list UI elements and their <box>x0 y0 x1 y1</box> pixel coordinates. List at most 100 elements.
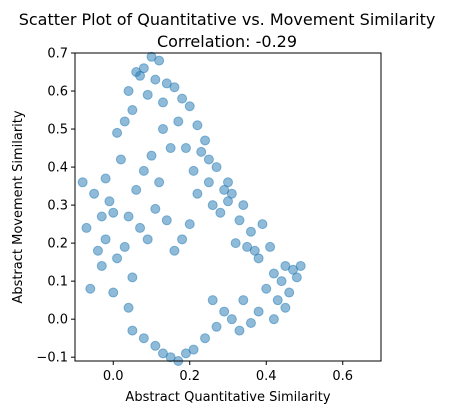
data-point <box>177 234 188 245</box>
data-point <box>245 226 256 237</box>
data-point <box>173 116 184 127</box>
data-point <box>268 268 279 279</box>
data-point <box>253 306 264 317</box>
data-point <box>77 177 88 188</box>
data-point <box>265 241 276 252</box>
data-point <box>238 295 249 306</box>
data-point <box>177 93 188 104</box>
data-point <box>192 188 203 199</box>
data-point <box>131 184 142 195</box>
data-point <box>100 173 111 184</box>
data-point <box>211 321 222 332</box>
y-axis-label: Abstract Movement Similarity <box>11 110 26 303</box>
data-point <box>215 207 226 218</box>
data-point <box>150 340 161 351</box>
data-point <box>123 211 134 222</box>
data-point <box>157 124 168 135</box>
data-point <box>284 287 295 298</box>
data-point <box>112 253 123 264</box>
data-point <box>157 97 168 108</box>
x-axis-label: Abstract Quantitative Similarity <box>125 390 330 405</box>
data-point <box>184 101 195 112</box>
data-point <box>135 222 146 233</box>
data-point <box>203 177 214 188</box>
data-point <box>138 333 149 344</box>
data-point <box>81 222 92 233</box>
data-point <box>253 253 264 264</box>
data-point <box>219 306 230 317</box>
data-point <box>150 74 161 85</box>
data-point <box>104 196 115 207</box>
data-point <box>245 317 256 328</box>
data-point <box>295 260 306 271</box>
data-point <box>154 55 165 66</box>
data-point <box>200 333 211 344</box>
data-point <box>196 146 207 157</box>
chart-title: Scatter Plot of Quantitative vs. Movemen… <box>19 10 436 29</box>
data-point <box>211 162 222 173</box>
data-point <box>188 344 199 355</box>
data-point <box>89 188 100 199</box>
data-point <box>146 150 157 161</box>
data-point <box>184 219 195 230</box>
data-point <box>138 165 149 176</box>
data-point <box>180 143 191 154</box>
data-point <box>207 295 218 306</box>
data-point <box>142 89 153 100</box>
data-point <box>169 245 180 256</box>
data-point <box>257 219 268 230</box>
data-point <box>154 177 165 188</box>
data-point <box>142 234 153 245</box>
data-point <box>96 211 107 222</box>
y-tick-label: −0.1 <box>36 351 68 366</box>
data-point <box>192 120 203 131</box>
data-point <box>207 200 218 211</box>
data-point <box>127 325 138 336</box>
y-tick-label: 0.7 <box>47 47 68 62</box>
data-point <box>123 86 134 97</box>
data-point <box>108 207 119 218</box>
points-layer <box>77 51 306 366</box>
data-point <box>261 283 272 294</box>
plot-frame <box>74 52 382 362</box>
data-point <box>226 188 237 199</box>
data-point <box>96 260 107 271</box>
data-point <box>238 200 249 211</box>
data-point <box>100 234 111 245</box>
y-tick-label: 0.5 <box>47 123 68 138</box>
x-tick-label: 0.4 <box>256 369 277 384</box>
data-point <box>188 165 199 176</box>
data-point <box>127 272 138 283</box>
data-point <box>92 245 103 256</box>
data-point <box>276 276 287 287</box>
data-point <box>150 203 161 214</box>
data-point <box>200 135 211 146</box>
y-tick-label: 0.6 <box>47 85 68 100</box>
y-axis-ticks: −0.1 0.0 0.1 0.2 0.3 0.4 0.5 0.6 0.7 <box>36 47 75 366</box>
x-tick-label: 0.6 <box>332 369 353 384</box>
y-tick-label: 0.4 <box>47 161 68 176</box>
x-axis-ticks: 0.0 0.2 0.4 0.6 <box>103 361 353 384</box>
x-tick-label: 0.0 <box>103 369 124 384</box>
data-point <box>119 241 130 252</box>
y-tick-label: 0.0 <box>47 313 68 328</box>
data-point <box>234 325 245 336</box>
data-point <box>119 116 130 127</box>
data-point <box>127 105 138 116</box>
chart-subtitle: Correlation: -0.29 <box>157 32 297 51</box>
data-point <box>226 314 237 325</box>
data-point <box>234 215 245 226</box>
y-tick-label: 0.2 <box>47 237 68 252</box>
x-tick-label: 0.2 <box>179 369 200 384</box>
data-point <box>230 238 241 249</box>
data-point <box>85 283 96 294</box>
data-point <box>272 295 283 306</box>
data-point <box>138 63 149 74</box>
data-point <box>291 272 302 283</box>
data-point <box>112 127 123 138</box>
y-tick-label: 0.1 <box>47 275 68 290</box>
data-point <box>268 314 279 325</box>
data-point <box>203 154 214 165</box>
